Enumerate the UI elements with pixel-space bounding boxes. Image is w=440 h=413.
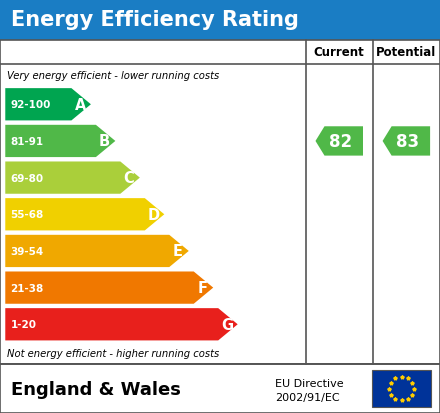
Bar [0,364,440,413]
Text: 83: 83 [396,133,419,151]
Polygon shape [5,199,164,231]
Text: EU Directive: EU Directive [275,378,344,388]
Text: Potential: Potential [376,46,436,59]
Text: 92-100: 92-100 [11,100,51,110]
Text: 69-80: 69-80 [11,173,44,183]
Text: 1-20: 1-20 [11,320,37,330]
Bar [0,0,440,40]
Text: Not energy efficient - higher running costs: Not energy efficient - higher running co… [7,349,219,358]
Text: 55-68: 55-68 [11,210,44,220]
Polygon shape [5,126,115,158]
Text: 2002/91/EC: 2002/91/EC [275,392,340,402]
Text: 39-54: 39-54 [11,246,44,256]
Text: Current: Current [314,46,365,59]
Polygon shape [5,309,238,341]
Bar [372,370,431,407]
Text: 21-38: 21-38 [11,283,44,293]
Polygon shape [5,272,213,304]
Text: C: C [124,171,135,186]
Polygon shape [383,127,430,156]
Text: 81-91: 81-91 [11,137,44,147]
Text: Very energy efficient - lower running costs: Very energy efficient - lower running co… [7,71,219,81]
Text: E: E [173,244,183,259]
Text: A: A [74,97,86,112]
Text: D: D [147,207,160,222]
Polygon shape [5,162,140,194]
Text: F: F [198,280,208,295]
Bar [0,40,440,364]
Polygon shape [5,235,189,268]
Polygon shape [5,89,91,121]
Text: G: G [221,317,233,332]
Text: B: B [99,134,110,149]
Polygon shape [315,127,363,156]
Text: Energy Efficiency Rating: Energy Efficiency Rating [11,10,299,30]
Text: 82: 82 [329,133,352,151]
Text: England & Wales: England & Wales [11,380,181,398]
